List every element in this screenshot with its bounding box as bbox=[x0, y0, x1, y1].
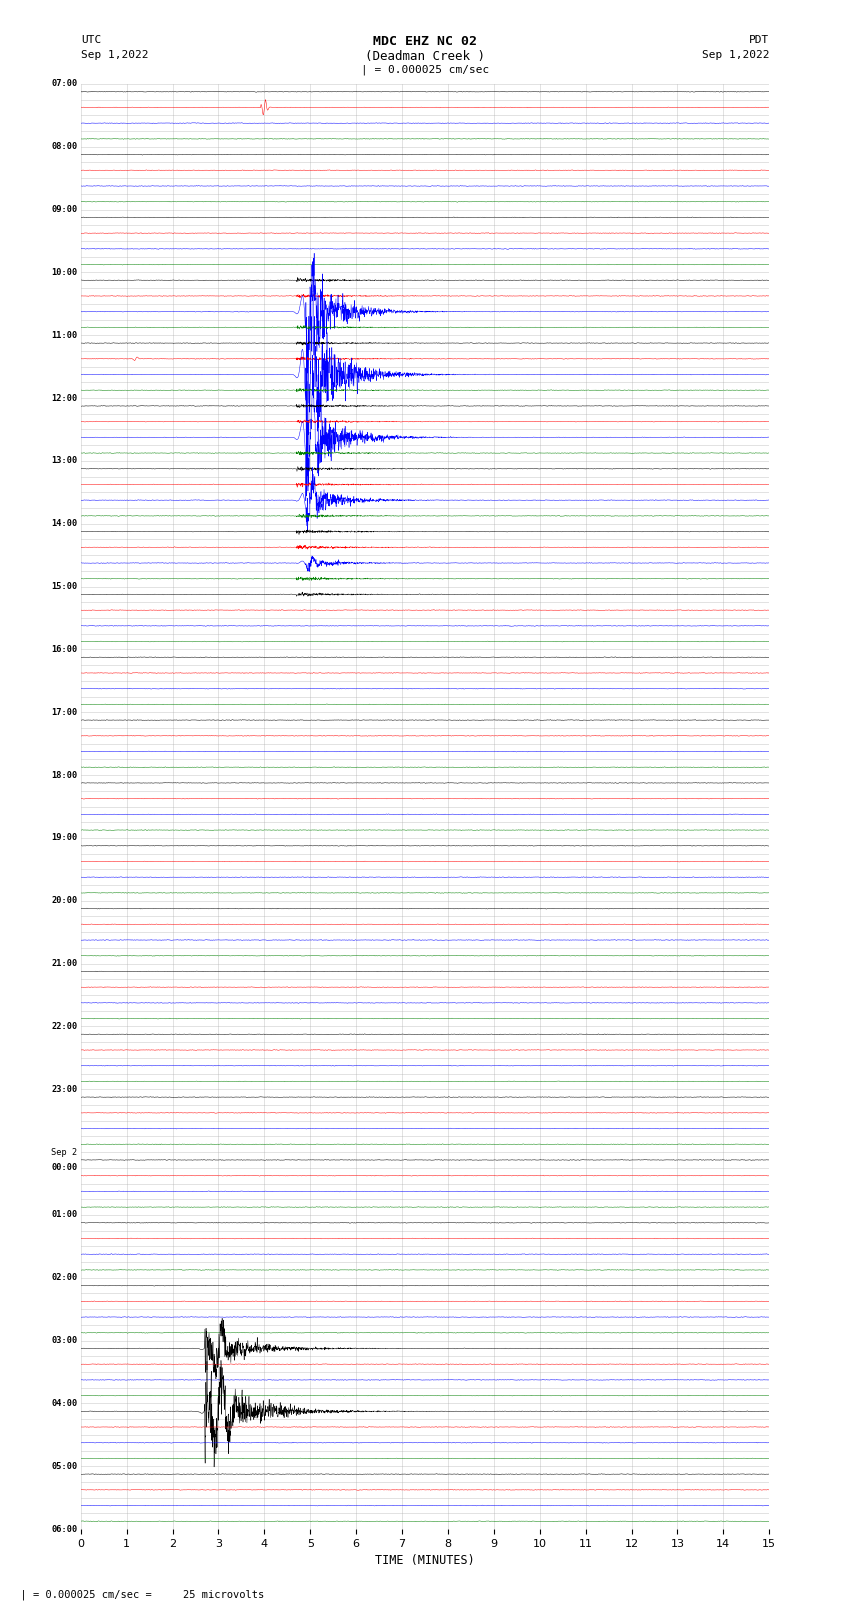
Text: | = 0.000025 cm/sec: | = 0.000025 cm/sec bbox=[361, 65, 489, 76]
Text: 07:00: 07:00 bbox=[51, 79, 77, 89]
Text: 14:00: 14:00 bbox=[51, 519, 77, 527]
Text: 11:00: 11:00 bbox=[51, 331, 77, 340]
Text: 13:00: 13:00 bbox=[51, 456, 77, 466]
Text: UTC: UTC bbox=[81, 35, 101, 45]
Text: 16:00: 16:00 bbox=[51, 645, 77, 653]
Text: 02:00: 02:00 bbox=[51, 1273, 77, 1282]
Text: 20:00: 20:00 bbox=[51, 897, 77, 905]
Text: Sep 1,2022: Sep 1,2022 bbox=[702, 50, 769, 60]
Text: (Deadman Creek ): (Deadman Creek ) bbox=[365, 50, 485, 63]
Text: 00:00: 00:00 bbox=[51, 1163, 77, 1173]
X-axis label: TIME (MINUTES): TIME (MINUTES) bbox=[375, 1555, 475, 1568]
Text: 18:00: 18:00 bbox=[51, 771, 77, 779]
Text: 04:00: 04:00 bbox=[51, 1398, 77, 1408]
Text: Sep 2: Sep 2 bbox=[51, 1147, 77, 1157]
Text: 21:00: 21:00 bbox=[51, 960, 77, 968]
Text: | = 0.000025 cm/sec =     25 microvolts: | = 0.000025 cm/sec = 25 microvolts bbox=[8, 1589, 264, 1600]
Text: PDT: PDT bbox=[749, 35, 769, 45]
Text: 15:00: 15:00 bbox=[51, 582, 77, 590]
Text: 01:00: 01:00 bbox=[51, 1210, 77, 1219]
Text: 19:00: 19:00 bbox=[51, 834, 77, 842]
Text: 17:00: 17:00 bbox=[51, 708, 77, 716]
Text: 05:00: 05:00 bbox=[51, 1461, 77, 1471]
Text: 12:00: 12:00 bbox=[51, 394, 77, 403]
Text: 23:00: 23:00 bbox=[51, 1086, 77, 1094]
Text: 08:00: 08:00 bbox=[51, 142, 77, 152]
Text: MDC EHZ NC 02: MDC EHZ NC 02 bbox=[373, 35, 477, 48]
Text: 06:00: 06:00 bbox=[51, 1524, 77, 1534]
Text: 22:00: 22:00 bbox=[51, 1023, 77, 1031]
Text: 10:00: 10:00 bbox=[51, 268, 77, 277]
Text: Sep 1,2022: Sep 1,2022 bbox=[81, 50, 148, 60]
Text: 09:00: 09:00 bbox=[51, 205, 77, 215]
Text: 03:00: 03:00 bbox=[51, 1336, 77, 1345]
